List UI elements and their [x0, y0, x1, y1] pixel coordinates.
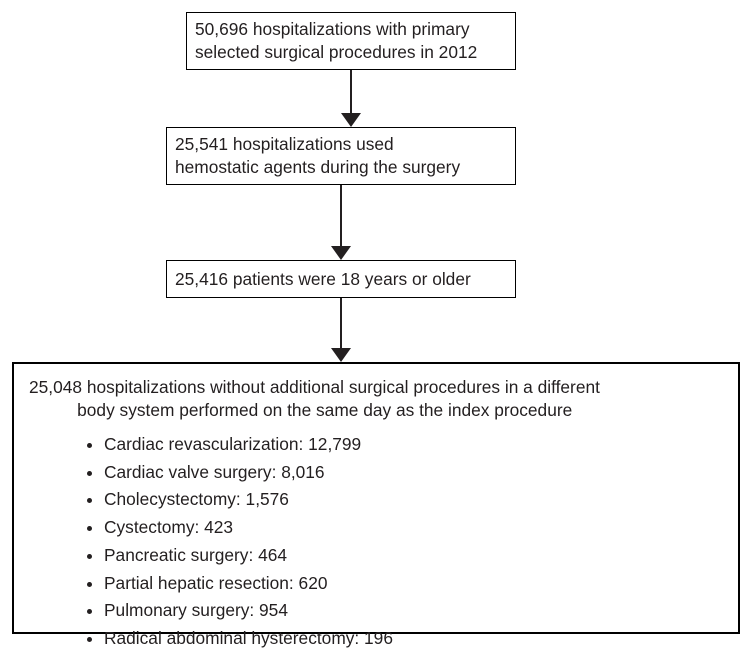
flow-arrow-2 — [329, 185, 353, 260]
bullet-item: Cardiac valve surgery: 8,016 — [104, 459, 730, 487]
flow-diagram: 50,696 hospitalizations with primary sel… — [0, 0, 752, 646]
flow-box-4-bullets: Cardiac revascularization: 12,799Cardiac… — [29, 431, 730, 653]
bullet-item: Cystectomy: 423 — [104, 514, 730, 542]
bullet-item: Partial hepatic resection: 620 — [104, 570, 730, 598]
bullet-item: Radical abdominal hysterectomy: 196 — [104, 625, 730, 653]
flow-box-3: 25,416 patients were 18 years or older — [166, 260, 516, 298]
bullet-item: Cholecystectomy: 1,576 — [104, 486, 730, 514]
flow-box-1: 50,696 hospitalizations with primary sel… — [186, 12, 516, 70]
flow-box-1-text: 50,696 hospitalizations with primary sel… — [195, 18, 507, 63]
flow-box-3-text: 25,416 patients were 18 years or older — [175, 268, 507, 291]
flow-box-2-text: 25,541 hospitalizations used hemostatic … — [175, 133, 507, 178]
flow-arrow-1 — [339, 70, 363, 127]
bullet-item: Cardiac revascularization: 12,799 — [104, 431, 730, 459]
bullet-item: Pancreatic surgery: 464 — [104, 542, 730, 570]
bullet-item: Pulmonary surgery: 954 — [104, 597, 730, 625]
flow-box-4: 25,048 hospitalizations without addition… — [12, 362, 740, 634]
flow-arrow-3 — [329, 298, 353, 362]
flow-box-4-title: 25,048 hospitalizations without addition… — [29, 376, 730, 421]
flow-box-2: 25,541 hospitalizations used hemostatic … — [166, 127, 516, 185]
